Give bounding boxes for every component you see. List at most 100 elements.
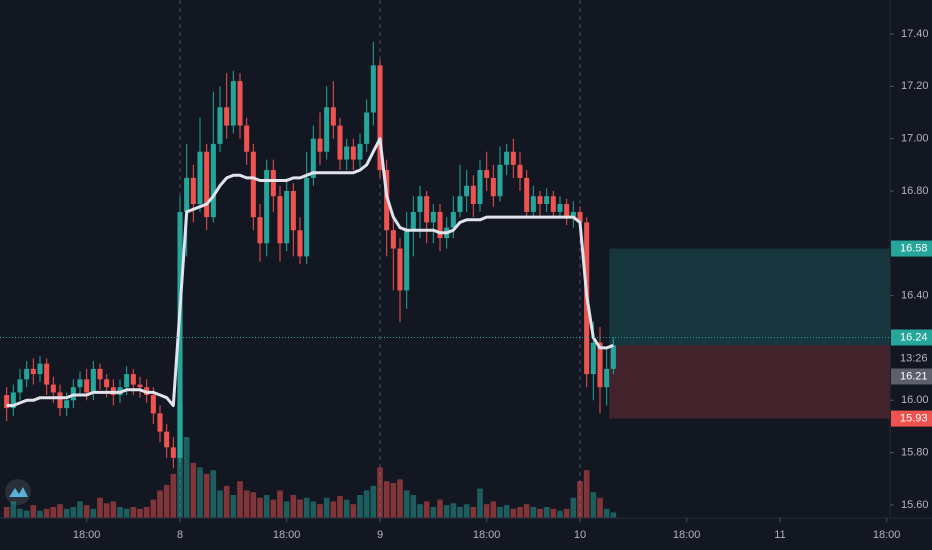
candle-body (497, 164, 503, 197)
stop-label-box (891, 410, 932, 427)
volume-bar (410, 495, 417, 518)
volume-bar (590, 492, 597, 518)
volume-bar (437, 499, 443, 518)
volume-bar (17, 508, 23, 518)
volume-bar (383, 481, 390, 518)
volume-bar (150, 499, 157, 518)
volume-bar (237, 481, 243, 518)
candle-body (550, 196, 556, 212)
volume-bar (123, 508, 130, 518)
candle-body (50, 384, 56, 393)
candle-body (504, 151, 510, 165)
volume-bar (510, 508, 517, 518)
volume-bar (217, 490, 223, 518)
candle-body (510, 151, 516, 165)
volume-bar (297, 499, 303, 518)
volume-bar (3, 506, 10, 518)
y-tick-label: 15.80 (901, 447, 929, 459)
target-zone (609, 248, 890, 346)
last-price-label-box (891, 329, 932, 346)
candle-body (597, 342, 603, 388)
volume-bar (350, 504, 357, 518)
candle-body (324, 107, 330, 152)
volume-bar (570, 497, 577, 518)
candle-body (424, 196, 430, 223)
volume-bar (497, 506, 503, 518)
volume-bar (557, 510, 563, 518)
candle-body (577, 211, 583, 223)
candle-body (217, 107, 223, 144)
volume-bar (370, 485, 377, 518)
volume-bar (223, 485, 230, 518)
volume-bar (70, 506, 77, 518)
candle-body (310, 138, 316, 178)
volume-bar (310, 501, 317, 518)
candle-body (277, 196, 283, 244)
y-tick-label: 15.60 (901, 499, 929, 511)
candle-body (37, 363, 43, 375)
volume-bar (457, 506, 463, 518)
x-tick-label: 18:00 (473, 529, 501, 541)
volume-bar (530, 506, 537, 518)
candle-body (470, 185, 476, 205)
volume-bar (597, 497, 603, 518)
target-label-box (891, 240, 932, 257)
volume-bar (483, 504, 490, 518)
volume-bar (543, 506, 550, 518)
volume-bar (90, 508, 97, 518)
volume-bar (343, 499, 350, 518)
stop-label: 15.93 (900, 412, 928, 424)
candle-body (304, 177, 310, 257)
candle-body (437, 211, 443, 239)
volume-bar (450, 503, 457, 518)
target-label: 16.58 (900, 242, 928, 254)
volume-bar (77, 501, 83, 518)
candle-body (350, 146, 356, 160)
volume-bar (563, 508, 570, 518)
x-tick-label: 18:00 (273, 529, 301, 541)
volume-bar (197, 467, 203, 518)
volume-bar (423, 501, 430, 518)
candle-body (124, 374, 130, 388)
candle-body (10, 392, 16, 409)
y-tick-label: 16.80 (901, 185, 929, 197)
x-tick-label: 18:00 (673, 529, 701, 541)
candle-body (24, 368, 30, 380)
volume-bar (290, 495, 297, 518)
candle-body (377, 65, 383, 171)
volume-bar (190, 462, 197, 518)
candle-body (64, 400, 70, 409)
volume-bar (603, 508, 610, 518)
volume-bar (503, 505, 510, 518)
volume-bar (83, 505, 90, 518)
volume-bar (263, 495, 270, 518)
volume-bar (317, 504, 323, 518)
candle-body (90, 368, 96, 393)
candle-body (250, 151, 256, 218)
volume-bar (583, 470, 590, 518)
candle-body (190, 177, 196, 205)
volume-bar (303, 497, 310, 518)
x-tick-label: 10 (574, 529, 586, 541)
x-tick-label: 8 (177, 529, 183, 541)
volume-bar (397, 479, 403, 518)
candle-body (44, 363, 50, 385)
candle-body (104, 379, 110, 388)
candle-body (150, 395, 156, 414)
candle-body (337, 125, 343, 160)
candle-body (4, 395, 10, 409)
candle-body (177, 211, 183, 458)
volume-bar (97, 497, 103, 518)
volume-bar (250, 492, 257, 518)
y-tick-label: 17.40 (901, 28, 929, 40)
candle-body (557, 204, 563, 212)
candle-body (257, 217, 263, 244)
candle-body (204, 151, 210, 218)
volume-bar (517, 506, 523, 518)
candle-body (297, 230, 303, 257)
volume-bar (357, 495, 363, 518)
candle-body (604, 368, 610, 388)
volume-bar (330, 501, 337, 518)
